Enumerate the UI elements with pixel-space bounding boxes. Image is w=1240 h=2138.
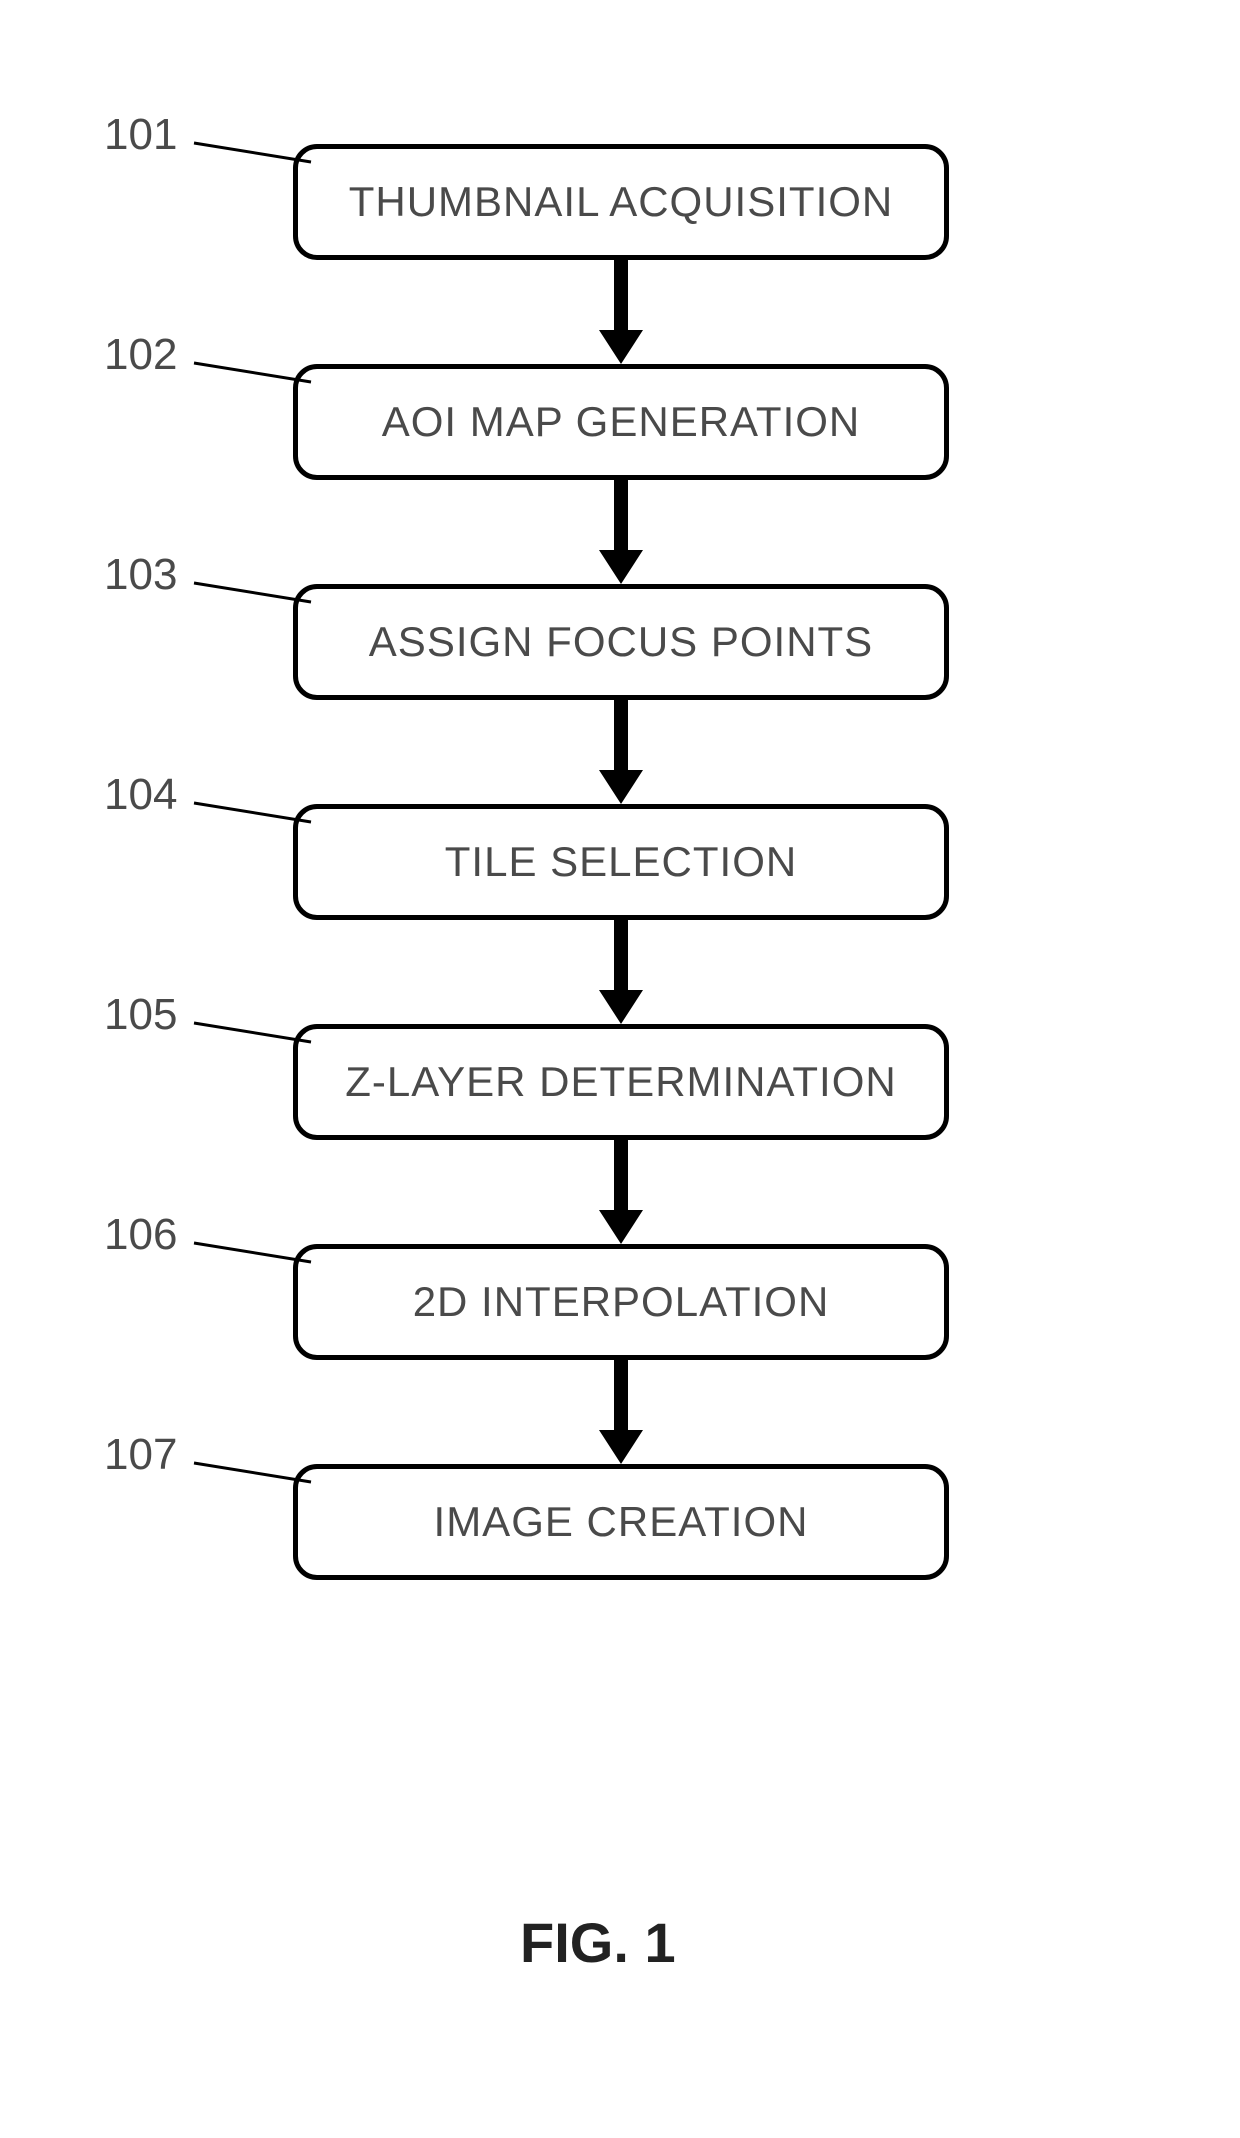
flow-arrow xyxy=(597,920,645,1024)
flow-node-n1: THUMBNAIL ACQUISITION xyxy=(293,144,949,260)
ref-label-r5: 105 xyxy=(104,990,177,1040)
flow-node-label: IMAGE CREATION xyxy=(434,1498,809,1546)
flow-arrow xyxy=(597,260,645,364)
ref-label-r4: 104 xyxy=(104,770,177,820)
flow-node-n3: ASSIGN FOCUS POINTS xyxy=(293,584,949,700)
flow-node-label: AOI MAP GENERATION xyxy=(382,398,861,446)
ref-label-r6: 106 xyxy=(104,1210,177,1260)
flow-node-label: THUMBNAIL ACQUISITION xyxy=(349,178,894,226)
flow-node-label: 2D INTERPOLATION xyxy=(413,1278,830,1326)
flow-node-label: Z-LAYER DETERMINATION xyxy=(345,1058,896,1106)
ref-label-r7: 107 xyxy=(104,1430,177,1480)
ref-label-r1: 101 xyxy=(104,110,177,160)
ref-label-r2: 102 xyxy=(104,330,177,380)
flow-node-n6: 2D INTERPOLATION xyxy=(293,1244,949,1360)
ref-label-r3: 103 xyxy=(104,550,177,600)
flow-arrow xyxy=(597,480,645,584)
flow-arrow xyxy=(597,700,645,804)
flow-node-label: ASSIGN FOCUS POINTS xyxy=(369,618,873,666)
flow-node-n4: TILE SELECTION xyxy=(293,804,949,920)
flow-arrow xyxy=(597,1140,645,1244)
flow-node-label: TILE SELECTION xyxy=(445,838,797,886)
flow-node-n5: Z-LAYER DETERMINATION xyxy=(293,1024,949,1140)
flow-arrow xyxy=(597,1360,645,1464)
flow-node-n2: AOI MAP GENERATION xyxy=(293,364,949,480)
flowchart-canvas: THUMBNAIL ACQUISITION AOI MAP GENERATION A… xyxy=(0,0,1240,2138)
figure-caption: FIG. 1 xyxy=(520,1910,676,1975)
flow-node-n7: IMAGE CREATION xyxy=(293,1464,949,1580)
